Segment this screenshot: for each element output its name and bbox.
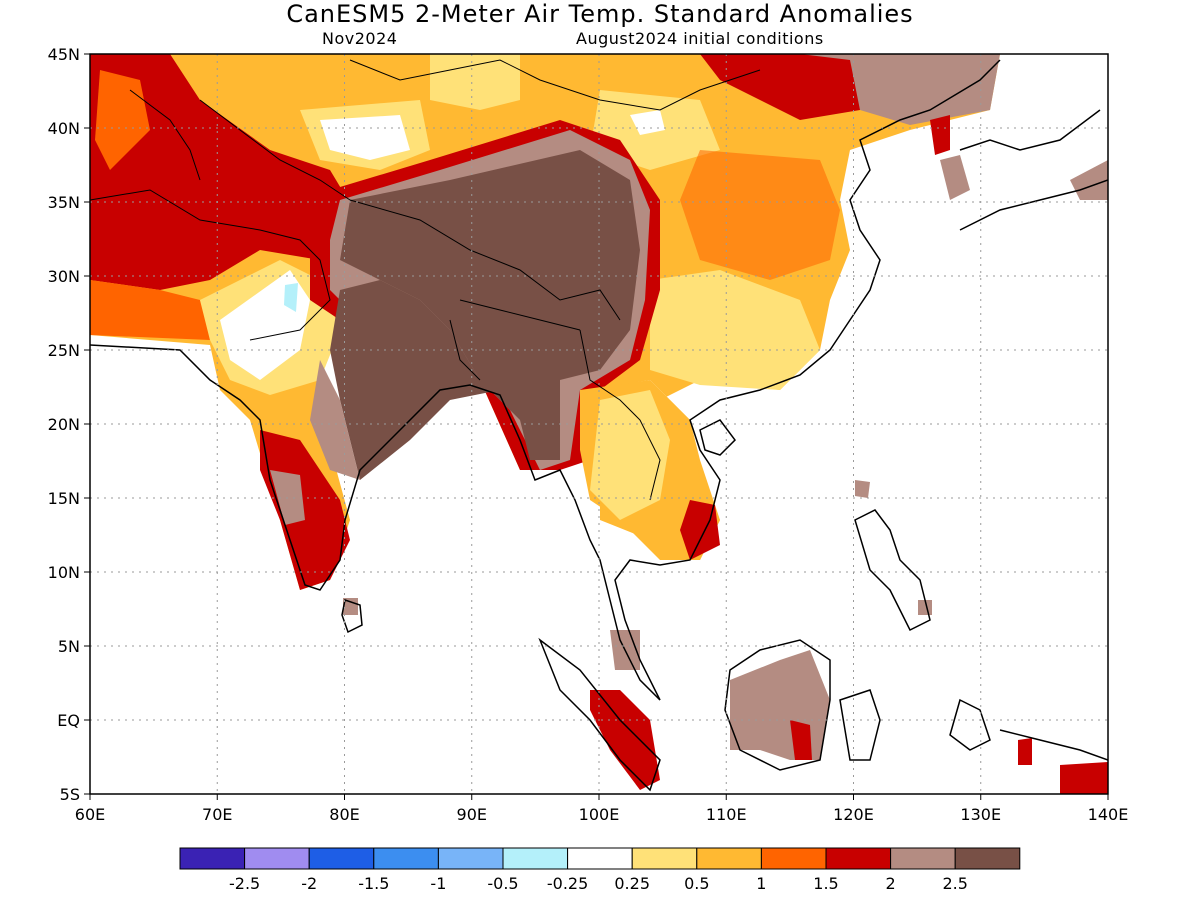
initial-conditions: August2024 initial conditions <box>576 29 824 48</box>
colorbar-label: -1 <box>430 874 446 893</box>
lat-label: 25N <box>48 341 80 360</box>
colorbar-bin <box>502 847 569 870</box>
colorbar-bin <box>760 847 827 870</box>
anomaly-fill <box>90 54 1108 794</box>
axis-ticks <box>84 53 1109 800</box>
map-title: CanESM5 2-Meter Air Temp. Standard Anoma… <box>286 0 914 28</box>
colorbar-label: -2 <box>301 874 317 893</box>
colorbar-label: 2 <box>886 874 896 893</box>
lat-label: EQ <box>57 711 80 730</box>
lon-label: 90E <box>457 805 487 824</box>
colorbar-bin <box>437 847 504 870</box>
colorbar-label: 2.5 <box>942 874 967 893</box>
country-borders <box>90 59 761 501</box>
lat-label: 35N <box>48 193 80 212</box>
latitude-labels: 45N 40N 35N 30N 25N 20N 15N 10N 5N EQ 5S <box>48 45 80 804</box>
colorbar-bin <box>631 847 698 870</box>
colorbar-bin <box>890 847 956 870</box>
colorbar-label: -0.5 <box>487 874 518 893</box>
lat-label: 5N <box>58 637 80 656</box>
lon-label: 130E <box>960 805 1001 824</box>
lat-label: 20N <box>48 415 80 434</box>
lon-label: 60E <box>75 805 105 824</box>
colorbar-label: -2.5 <box>229 874 260 893</box>
colorbar-bin <box>954 847 1021 870</box>
lat-label: 45N <box>48 45 80 64</box>
colorbar-labels: -2.5 -2 -1.5 -1 -0.5 -0.25 0.25 0.5 1 1.5 2 2.5 <box>229 874 968 893</box>
lon-label: 70E <box>202 805 232 824</box>
lat-label: 15N <box>48 489 80 508</box>
coastlines <box>90 59 1108 792</box>
grid-lines <box>90 54 1108 794</box>
colorbar-label: -1.5 <box>358 874 389 893</box>
colorbar-label: -0.25 <box>547 874 588 893</box>
colorbar-label: 1 <box>756 874 766 893</box>
lat-label: 5S <box>60 785 80 804</box>
lon-label: 100E <box>579 805 620 824</box>
colorbar-bin <box>825 847 892 870</box>
lon-label: 120E <box>833 805 874 824</box>
longitude-labels: 60E 70E 80E 90E 100E 110E 120E 130E 140E <box>75 805 1129 824</box>
lat-label: 10N <box>48 563 80 582</box>
colorbar-label: 1.5 <box>813 874 838 893</box>
lon-label: 80E <box>329 805 359 824</box>
colorbar-bin <box>567 847 633 870</box>
colorbar-label: 0.5 <box>684 874 709 893</box>
lon-label: 110E <box>706 805 747 824</box>
lat-label: 40N <box>48 119 80 138</box>
colorbar-label: 0.25 <box>614 874 650 893</box>
colorbar <box>179 847 1021 870</box>
colorbar-bin <box>308 847 375 870</box>
colorbar-bin <box>244 847 310 870</box>
colorbar-bin <box>373 847 439 870</box>
colorbar-bin <box>696 847 762 870</box>
valid-month: Nov2024 <box>322 29 398 48</box>
lon-label: 140E <box>1088 805 1129 824</box>
lat-label: 30N <box>48 267 80 286</box>
colorbar-bin <box>179 847 246 870</box>
